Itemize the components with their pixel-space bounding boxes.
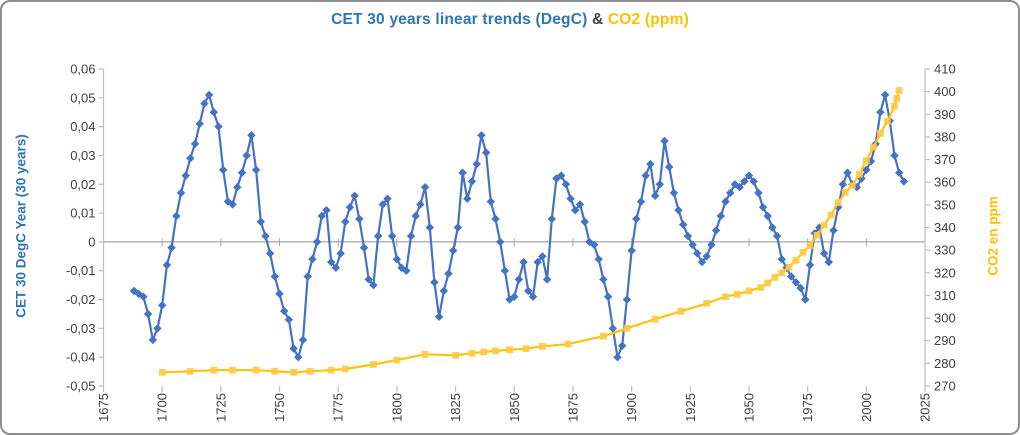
x-axis: 1675 1700 1725 1750 1775 1800 1825 1850 1875 1900… xyxy=(96,386,933,422)
x-axis-tick-label: 1725 xyxy=(213,393,228,422)
x-axis-tick-label: 2000 xyxy=(859,393,874,422)
right-axis-tick-label: 400 xyxy=(934,84,956,99)
chart-title: CET 30 years linear trends (DegC) & CO2 … xyxy=(2,11,1018,29)
right-axis-tick-label: 290 xyxy=(934,333,956,348)
left-axis-tick-label: -0,05 xyxy=(66,379,96,394)
x-axis-tick-label: 1900 xyxy=(624,393,639,422)
left-axis-tick-label: -0,02 xyxy=(66,292,96,307)
cet-diamond-markers xyxy=(129,90,909,362)
x-axis-tick-label: 1700 xyxy=(155,393,170,422)
right-axis-tick-label: 330 xyxy=(934,243,956,258)
x-axis-tick-label: 1800 xyxy=(389,393,404,422)
left-axis-tick-label: 0,02 xyxy=(70,177,95,192)
right-axis-tick-label: 390 xyxy=(934,107,956,122)
x-axis-tick-label: 1675 xyxy=(96,393,111,422)
right-axis-title: CO2 en ppm xyxy=(985,196,1001,276)
left-axis-tick-label: -0,03 xyxy=(66,321,96,336)
chart-title-ampersand: & xyxy=(587,11,608,28)
left-axis-tick-label: 0 xyxy=(88,234,95,249)
right-axis-tick-label: 380 xyxy=(934,129,956,144)
left-axis-tick-label: 0,04 xyxy=(70,119,95,134)
right-axis-tick-label: 310 xyxy=(934,288,956,303)
left-axis-tick-label: 0,03 xyxy=(70,148,95,163)
x-axis-tick-label: 1975 xyxy=(800,393,815,422)
chart-title-co2-part: CO2 (ppm) xyxy=(607,11,689,28)
series-co2 xyxy=(158,87,903,376)
left-axis-tick-label: -0,01 xyxy=(66,263,96,278)
x-axis-tick-label: 1750 xyxy=(272,393,287,422)
right-axis: 410 400 390 380 370 360 350 340 330 320 310 300 290 2… xyxy=(924,62,956,394)
right-axis-tick-label: 280 xyxy=(934,356,956,371)
x-axis-tick-label: 1950 xyxy=(741,393,756,422)
left-axis-tick-label: 0,01 xyxy=(70,206,95,221)
right-axis-tick-label: 340 xyxy=(934,220,956,235)
x-axis-tick-label: 1825 xyxy=(448,393,463,422)
x-axis-tick-label: 1925 xyxy=(683,393,698,422)
chart-title-temperature-part: CET 30 years linear trends (DegC) xyxy=(331,11,588,28)
x-axis-tick-label: 1850 xyxy=(507,393,522,422)
right-axis-tick-label: 360 xyxy=(934,175,956,190)
left-axis-title: CET 30 DegC Year (30 years) xyxy=(13,134,29,318)
series-cet-trend xyxy=(129,90,909,362)
right-axis-tick-label: 320 xyxy=(934,265,956,280)
right-axis-tick-label: 350 xyxy=(934,197,956,212)
x-axis-tick-label: 2025 xyxy=(918,393,933,422)
left-axis: 0,06 0,05 0,04 0,03 0,02 0,01 0 -0,01 -0,02 -0,03… xyxy=(66,62,105,394)
right-axis-tick-label: 270 xyxy=(934,379,956,394)
right-axis-tick-label: 370 xyxy=(934,152,956,167)
zero-axis-line xyxy=(103,238,926,247)
co2-square-markers xyxy=(158,87,903,376)
left-axis-tick-label: 0,06 xyxy=(70,62,95,77)
x-axis-tick-label: 1875 xyxy=(565,393,580,422)
left-axis-tick-label: -0,04 xyxy=(66,350,96,365)
left-axis-tick-label: 0,05 xyxy=(70,90,95,105)
x-axis-tick-label: 1775 xyxy=(331,393,346,422)
right-axis-tick-label: 410 xyxy=(934,62,956,77)
right-axis-tick-label: 300 xyxy=(934,311,956,326)
